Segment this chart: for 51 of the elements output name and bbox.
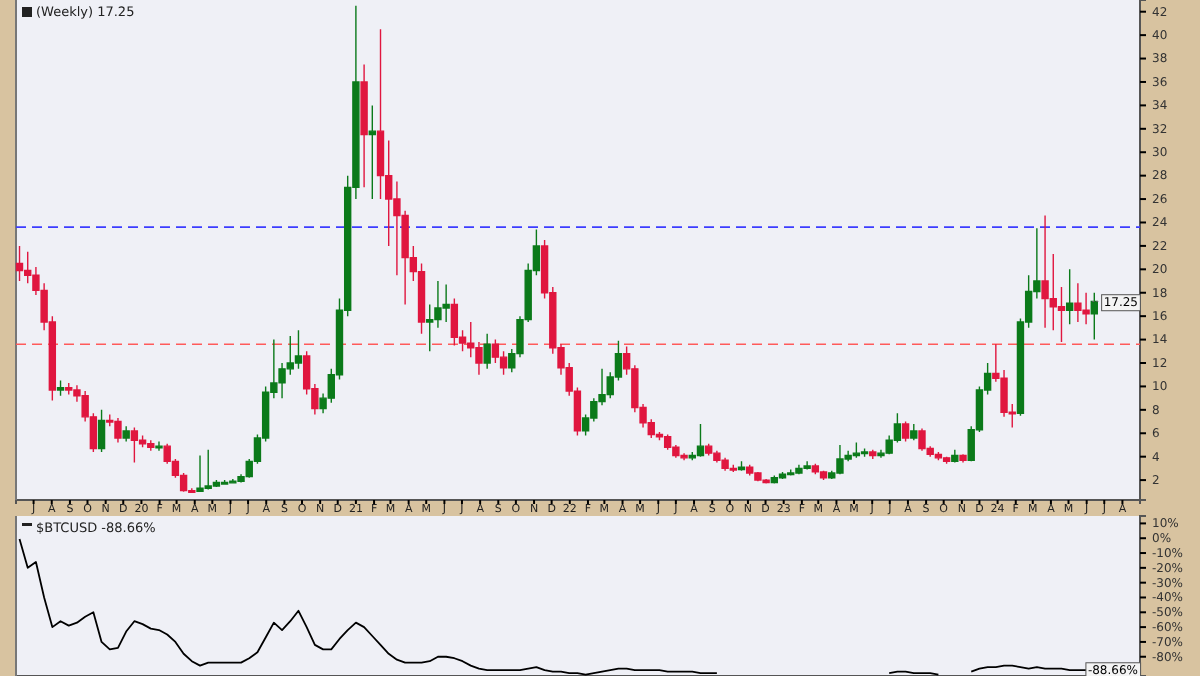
candlestick bbox=[811, 463, 820, 475]
candlestick bbox=[450, 297, 459, 347]
candlestick bbox=[770, 474, 779, 485]
candlestick bbox=[869, 448, 877, 460]
candlestick bbox=[737, 460, 746, 472]
candlestick bbox=[746, 464, 754, 477]
candlestick bbox=[942, 455, 951, 465]
candlestick bbox=[442, 283, 450, 323]
candlestick bbox=[860, 447, 869, 458]
candlestick bbox=[114, 417, 122, 444]
candlestick bbox=[696, 423, 705, 458]
candlestick bbox=[1041, 214, 1049, 329]
candlestick bbox=[795, 464, 803, 475]
candlestick bbox=[852, 441, 861, 459]
candlestick bbox=[951, 448, 959, 464]
candlestick bbox=[910, 423, 918, 441]
candlestick bbox=[762, 478, 770, 485]
candlestick bbox=[680, 452, 688, 461]
candlestick bbox=[147, 439, 155, 452]
candlestick bbox=[483, 333, 491, 370]
candlestick bbox=[204, 448, 212, 491]
candlestick bbox=[836, 444, 844, 475]
candlestick bbox=[959, 453, 967, 464]
candlestick bbox=[713, 450, 721, 464]
candlestick bbox=[65, 382, 73, 396]
candlestick bbox=[97, 409, 106, 453]
candlestick bbox=[368, 104, 376, 200]
candlestick bbox=[196, 454, 204, 493]
candlestick bbox=[721, 457, 729, 472]
candlestick bbox=[663, 433, 672, 451]
candlestick bbox=[787, 468, 795, 477]
candlestick bbox=[360, 63, 368, 189]
candlestick bbox=[918, 427, 926, 452]
candlestick bbox=[229, 478, 237, 485]
candlestick bbox=[155, 440, 163, 452]
candlestick bbox=[15, 245, 24, 282]
candlestick bbox=[220, 479, 229, 486]
candlestick bbox=[1074, 282, 1082, 323]
candlestick bbox=[819, 470, 828, 481]
candlestick bbox=[729, 464, 737, 473]
candlestick bbox=[704, 443, 713, 457]
candlestick bbox=[56, 379, 65, 397]
candlestick bbox=[934, 451, 943, 461]
candlestick bbox=[803, 460, 811, 471]
candlestick bbox=[901, 420, 910, 443]
candlestick bbox=[130, 426, 139, 464]
candlestick bbox=[294, 329, 303, 370]
candlestick bbox=[122, 425, 130, 443]
candlestick bbox=[1090, 292, 1098, 341]
candlestick bbox=[1065, 268, 1074, 326]
candlestick bbox=[754, 471, 762, 482]
